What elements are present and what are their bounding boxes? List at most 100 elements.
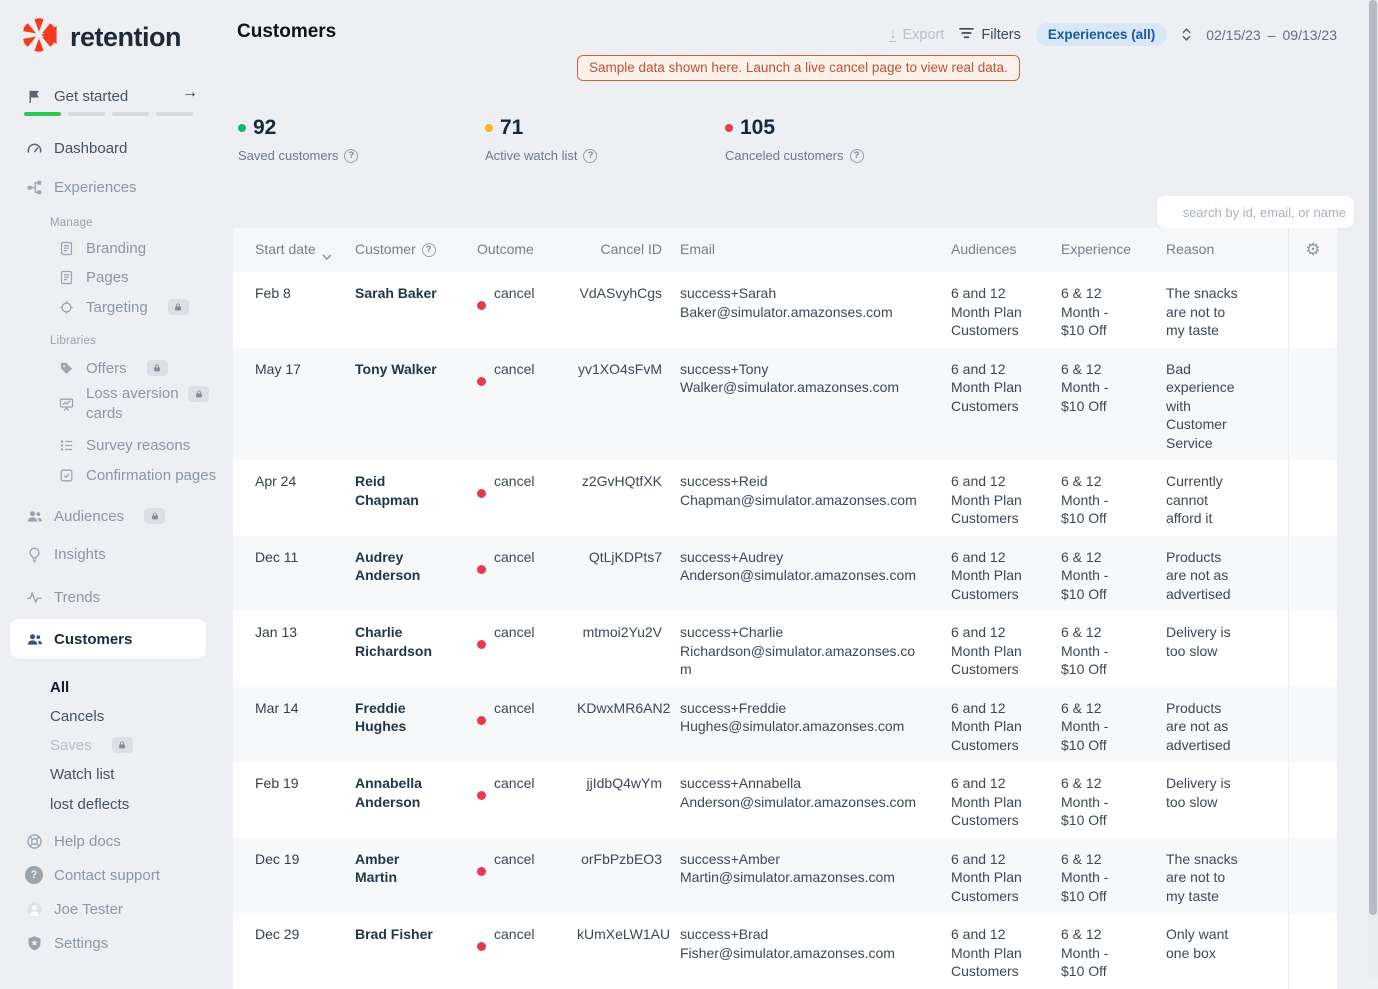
sidebar-item-trends[interactable]: Trends (24, 585, 100, 609)
sidebar-item-watch-list[interactable]: Watch list (50, 765, 115, 783)
brand-logo[interactable]: retention (20, 16, 182, 59)
column-header-cancel-id[interactable]: Cancel ID (600, 241, 662, 257)
stat-saved-customers: 92 Saved customers ? (238, 116, 359, 163)
table-row[interactable]: Apr 24 Reid Chapman cancel z2GvHQtfXK succes… (233, 460, 1337, 536)
sidebar-item-saves[interactable]: Saves (50, 733, 133, 757)
sample-data-banner: Sample data shown here. Launch a live ca… (577, 55, 1020, 81)
sidebar-item-all[interactable]: All (50, 678, 70, 696)
question-bubble-icon: ? (24, 865, 44, 885)
sidebar-item-targeting[interactable]: Targeting (56, 295, 189, 319)
document-icon (56, 238, 76, 258)
cell-customer-name[interactable]: Amber Martin (355, 850, 400, 886)
cell-experience: 6 & 12 Month - $10 Off (1061, 360, 1109, 414)
sidebar-item-survey-reasons[interactable]: Survey reasons (56, 433, 190, 457)
gauge-icon (24, 138, 44, 158)
date-range[interactable]: 02/15/23 – 09/13/23 (1206, 27, 1337, 43)
cell-start-date: Apr 24 (255, 473, 297, 489)
column-header-customer[interactable]: Customer ? (355, 228, 477, 272)
check-square-icon (56, 465, 76, 485)
cell-customer-name[interactable]: Brad Fisher (355, 926, 433, 942)
sidebar-item-settings[interactable]: Settings (24, 931, 108, 955)
sidebar-item-pages[interactable]: Pages (56, 265, 129, 289)
table-row[interactable]: Feb 19 Annabella Anderson cancel jjIdbQ4wYm… (233, 762, 1337, 838)
stat-value: 92 (253, 116, 277, 139)
sidebar-item-loss-aversion-cards[interactable]: Loss aversion cards (56, 384, 196, 424)
shield-star-icon (24, 933, 44, 953)
table-row[interactable]: Mar 14 Freddie Hughes cancel KDwxMR6AN2 succ… (233, 686, 1337, 762)
cell-cancel-id: QtLjKDPts7 (588, 548, 662, 565)
column-settings-button[interactable]: ⚙ (1288, 228, 1337, 272)
cell-customer-name[interactable]: Tony Walker (355, 360, 437, 377)
cell-customer-name[interactable]: Annabella Anderson (355, 775, 422, 810)
table-row[interactable]: Dec 11 Audrey Anderson cancel QtLjKDPts7 suc… (233, 535, 1337, 612)
cell-audiences: 6 and 12 Month Plan Customers (951, 548, 1022, 602)
column-header-audiences[interactable]: Audiences (951, 241, 1017, 257)
cell-customer-name[interactable]: Reid Chapman (355, 473, 419, 508)
scrollbar-thumb[interactable] (1369, 0, 1377, 915)
cell-reason: Currently cannot afford it (1166, 473, 1223, 526)
sidebar-item-user[interactable]: Joe Tester (24, 897, 123, 921)
column-header-outcome[interactable]: Outcome (477, 241, 534, 257)
activity-icon (24, 587, 44, 607)
help-icon[interactable]: ? (344, 148, 359, 163)
sidebar-item-help-docs[interactable]: Help docs (24, 829, 121, 853)
table-row[interactable]: May 17 Tony Walker cancel yv1XO4sFvM success… (233, 347, 1337, 460)
sidebar-item-cancels[interactable]: Cancels (50, 707, 105, 725)
table-row[interactable]: Jan 13 Charlie Richardson cancel mtmoi2Yu2V… (233, 611, 1337, 687)
experiences-filter-pill[interactable]: Experiences (all) (1035, 23, 1168, 46)
cell-start-date: Dec 19 (255, 850, 300, 867)
sidebar-item-contact-support[interactable]: ? Contact support (24, 863, 160, 887)
table-row[interactable]: Feb 8 Sarah Baker cancel VdASvyhCgs success+… (233, 272, 1337, 348)
list-icon (56, 435, 76, 455)
lifebuoy-icon (24, 831, 44, 851)
sort-chevrons-icon[interactable] (1182, 28, 1191, 41)
column-header-reason[interactable]: Reason (1166, 241, 1215, 257)
cell-email: success+Annabella Anderson@simulator.ama… (680, 775, 916, 810)
cell-audiences: 6 and 12 Month Plan Customers (951, 775, 1022, 828)
help-icon[interactable]: ? (421, 243, 436, 257)
cell-customer-name[interactable]: Charlie Richardson (355, 624, 433, 659)
table-row[interactable]: Dec 29 Brad Fisher cancel kUmXeLW1AU success… (233, 913, 1337, 989)
search-input[interactable] (1157, 196, 1354, 228)
date-start: 02/15/23 (1206, 26, 1261, 43)
sidebar-item-insights[interactable]: Insights (24, 542, 106, 566)
arrow-right-icon[interactable]: → (182, 84, 198, 101)
cell-outcome: cancel (477, 536, 577, 612)
cancel-status-dot (477, 489, 486, 498)
sidebar-item-offers[interactable]: Offers (56, 356, 168, 380)
sidebar-item-audiences[interactable]: Audiences (24, 504, 166, 528)
export-button[interactable]: ↓ Export (889, 25, 945, 43)
cell-audiences: 6 and 12 Month Plan Customers (951, 699, 1022, 753)
sidebar-item-experiences[interactable]: Experiences (24, 175, 137, 199)
sidebar-item-customers[interactable]: Customers (24, 627, 132, 651)
column-header-start-date[interactable]: Start date (255, 228, 355, 272)
cell-start-date: Feb 19 (255, 775, 299, 791)
cancel-status-dot (477, 715, 486, 725)
cell-outcome: cancel (477, 762, 577, 838)
download-icon: ↓ (889, 25, 897, 42)
cell-cancel-id: yv1XO4sFvM (577, 360, 662, 377)
cell-actions (1288, 762, 1337, 838)
help-icon[interactable]: ? (849, 148, 864, 163)
sidebar-item-branding[interactable]: Branding (56, 236, 146, 260)
cell-customer-name[interactable]: Sarah Baker (355, 285, 437, 301)
filters-button[interactable]: Filters (959, 27, 1021, 43)
cell-experience: 6 & 12 Month - $10 Off (1061, 548, 1109, 602)
cell-customer-name[interactable]: Freddie Hughes (355, 699, 407, 735)
sidebar-item-confirmation-pages[interactable]: Confirmation pages (56, 463, 216, 487)
column-header-email[interactable]: Email (680, 241, 716, 257)
table-row[interactable]: Dec 19 Amber Martin cancel orFbPzbEO3 succes… (233, 837, 1337, 913)
lock-icon (167, 299, 189, 315)
sidebar-item-dashboard[interactable]: Dashboard (24, 136, 127, 160)
cell-outcome: cancel (477, 913, 577, 989)
sidebar-item-get-started[interactable]: Get started (24, 84, 128, 108)
get-started-progress (24, 112, 193, 116)
cell-outcome: cancel (477, 460, 577, 536)
cell-customer-name[interactable]: Audrey Anderson (355, 548, 421, 584)
sidebar-item-lost-deflects[interactable]: lost deflects (50, 795, 130, 813)
column-header-experience[interactable]: Experience (1061, 241, 1132, 257)
stat-label: Saved customers (238, 148, 339, 163)
cell-email: success+Freddie Hughes@simulator.amazons… (680, 699, 905, 735)
cell-experience: 6 & 12 Month - $10 Off (1061, 285, 1109, 338)
help-icon[interactable]: ? (583, 148, 598, 163)
